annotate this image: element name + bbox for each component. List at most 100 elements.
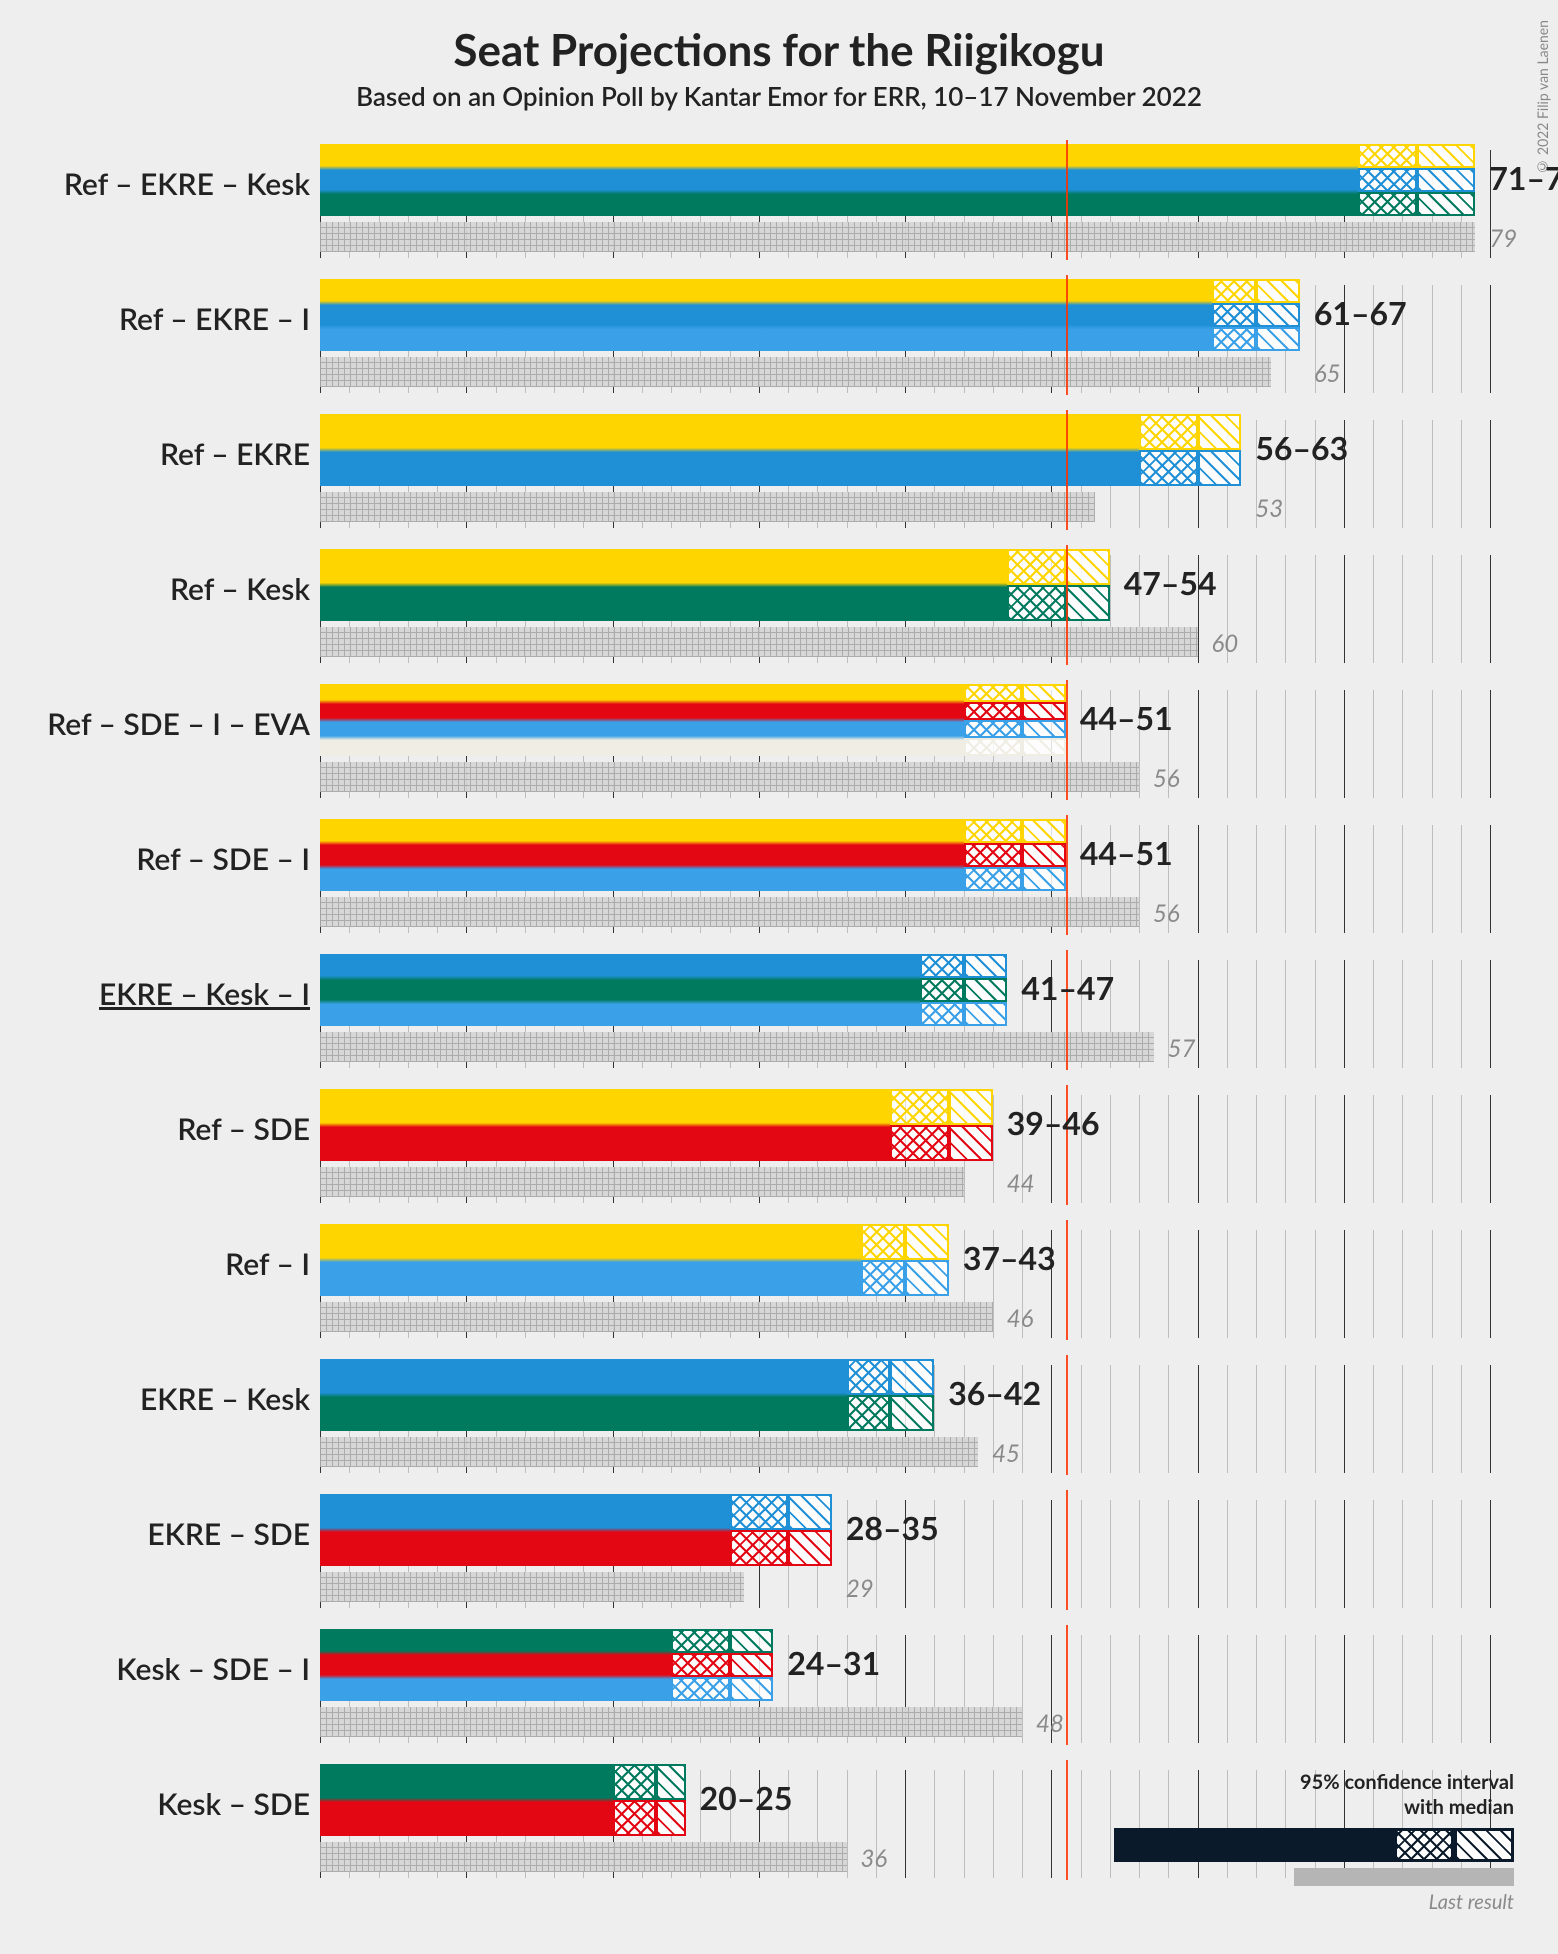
- coalition-label: Kesk – SDE: [0, 1786, 310, 1822]
- coalition-plot: 37–4346: [320, 1220, 1490, 1355]
- ci-lower-hatch: [861, 1224, 905, 1296]
- majority-line: [1066, 275, 1068, 395]
- ci-upper-hatch: [949, 1089, 993, 1161]
- seat-bar: [320, 1359, 847, 1431]
- range-label: 44–51: [1080, 833, 1173, 872]
- ci-lower-hatch: [613, 1764, 657, 1836]
- ci-lower-hatch: [1212, 279, 1256, 351]
- coalition-plot: 61–67 65: [320, 275, 1490, 410]
- last-result-label: 36: [861, 1844, 888, 1873]
- range-label: 20–25: [700, 1778, 793, 1817]
- legend-solid-swatch: [1114, 1828, 1394, 1862]
- last-result-fill: [320, 1842, 847, 1872]
- majority-line: [1066, 1760, 1068, 1880]
- coalition-row: EKRE – Kesk – I 41–4757: [0, 950, 1558, 1085]
- seat-bar: [320, 819, 964, 891]
- ci-upper-hatch: [1022, 684, 1066, 756]
- coalition-row: Ref – SDE – I44–5156: [0, 815, 1558, 950]
- ci-upper-hatch: [890, 1359, 934, 1431]
- coalition-row: Ref – I37–4346: [0, 1220, 1558, 1355]
- chart-subtitle: Based on an Opinion Poll by Kantar Emor …: [0, 80, 1558, 112]
- majority-line: [1066, 1220, 1068, 1340]
- coalition-plot: 41–4757: [320, 950, 1490, 1085]
- coalition-plot: 71–7979: [320, 140, 1490, 275]
- coalition-plot: 28–3529: [320, 1490, 1490, 1625]
- seat-bar: [320, 1224, 861, 1296]
- legend-swatch: [1114, 1828, 1514, 1862]
- last-result-label: 45: [992, 1439, 1020, 1468]
- coalition-row: Ref – EKRE – I 61–67 65: [0, 275, 1558, 410]
- last-result-fill: [320, 222, 1475, 252]
- ci-lower-hatch: [890, 1089, 949, 1161]
- ci-lower-hatch: [1007, 549, 1066, 621]
- coalition-label: Ref – SDE: [0, 1111, 310, 1147]
- seat-bar: [320, 1629, 671, 1701]
- last-result-label: 56: [1153, 899, 1180, 928]
- seat-bar: [320, 1494, 730, 1566]
- last-result-fill: [320, 762, 1139, 792]
- seat-bar: [320, 279, 1212, 351]
- ci-upper-hatch: [788, 1494, 832, 1566]
- seat-projection-chart: Ref – EKRE – Kesk71–7979Ref – EKRE – I61…: [0, 140, 1558, 1900]
- range-label: 39–46: [1007, 1103, 1100, 1142]
- ci-upper-hatch: [656, 1764, 685, 1836]
- seat-bar: [320, 684, 964, 756]
- coalition-row: Kesk – SDE – I24–3148: [0, 1625, 1558, 1760]
- coalition-label: Ref – EKRE – I: [0, 301, 310, 337]
- range-label: 28–35: [846, 1508, 939, 1547]
- range-label: 61–67: [1314, 293, 1407, 332]
- last-result-fill: [320, 1302, 993, 1332]
- coalition-plot: 44–5156: [320, 680, 1490, 815]
- majority-line: [1066, 140, 1068, 260]
- seat-bar: [320, 549, 1007, 621]
- majority-line: [1066, 410, 1068, 530]
- seat-bar: [320, 1764, 613, 1836]
- coalition-row: Ref – Kesk 47–5460: [0, 545, 1558, 680]
- legend-line-1: 95% confidence interval: [1114, 1770, 1514, 1795]
- last-result-fill: [320, 1437, 978, 1467]
- ci-lower-hatch: [1139, 414, 1198, 486]
- majority-line: [1066, 1355, 1068, 1475]
- coalition-label: Ref – SDE – I – EVA: [0, 706, 310, 742]
- ci-lower-hatch: [964, 819, 1023, 891]
- page: Seat Projections for the Riigikogu Based…: [0, 0, 1558, 1954]
- last-result-label: 44: [1007, 1169, 1035, 1198]
- last-result-label: 53: [1255, 494, 1283, 523]
- coalition-row: Ref – EKRE – Kesk71–7979: [0, 140, 1558, 275]
- ci-lower-hatch: [671, 1629, 730, 1701]
- coalition-plot: 36–4245: [320, 1355, 1490, 1490]
- last-result-label: 65: [1314, 359, 1341, 388]
- last-result-label: 79: [1489, 224, 1517, 253]
- legend-ci-cross-swatch: [1394, 1828, 1454, 1862]
- coalition-row: EKRE – SDE 28–3529: [0, 1490, 1558, 1625]
- ci-upper-hatch: [905, 1224, 949, 1296]
- seat-bar: [320, 144, 1358, 216]
- last-result-fill: [320, 1167, 964, 1197]
- last-result-label: 56: [1153, 764, 1180, 793]
- majority-line: [1066, 545, 1068, 665]
- legend-last-label: Last result: [1114, 1890, 1514, 1914]
- chart-title: Seat Projections for the Riigikogu: [0, 24, 1558, 76]
- range-label: 41–47: [1021, 968, 1114, 1007]
- ci-upper-hatch: [730, 1629, 774, 1701]
- coalition-label: EKRE – Kesk: [0, 1381, 310, 1417]
- range-label: 71–79: [1489, 158, 1558, 197]
- coalition-plot: 47–5460: [320, 545, 1490, 680]
- ci-upper-hatch: [1417, 144, 1476, 216]
- ci-lower-hatch: [920, 954, 964, 1026]
- majority-line: [1066, 1490, 1068, 1610]
- ci-lower-hatch: [1358, 144, 1417, 216]
- coalition-row: Ref – SDE 39–46 44: [0, 1085, 1558, 1220]
- ci-lower-hatch: [847, 1359, 891, 1431]
- coalition-label: EKRE – Kesk – I: [0, 976, 310, 1012]
- last-result-fill: [320, 1572, 744, 1602]
- coalition-label: EKRE – SDE: [0, 1516, 310, 1552]
- range-label: 37–43: [963, 1238, 1056, 1277]
- coalition-plot: 24–3148: [320, 1625, 1490, 1760]
- ci-upper-hatch: [1256, 279, 1300, 351]
- coalition-plot: 56–6353: [320, 410, 1490, 545]
- ci-upper-hatch: [1022, 819, 1066, 891]
- coalition-label: Ref – Kesk: [0, 571, 310, 607]
- last-result-fill: [320, 1032, 1154, 1062]
- last-result-label: 48: [1036, 1709, 1064, 1738]
